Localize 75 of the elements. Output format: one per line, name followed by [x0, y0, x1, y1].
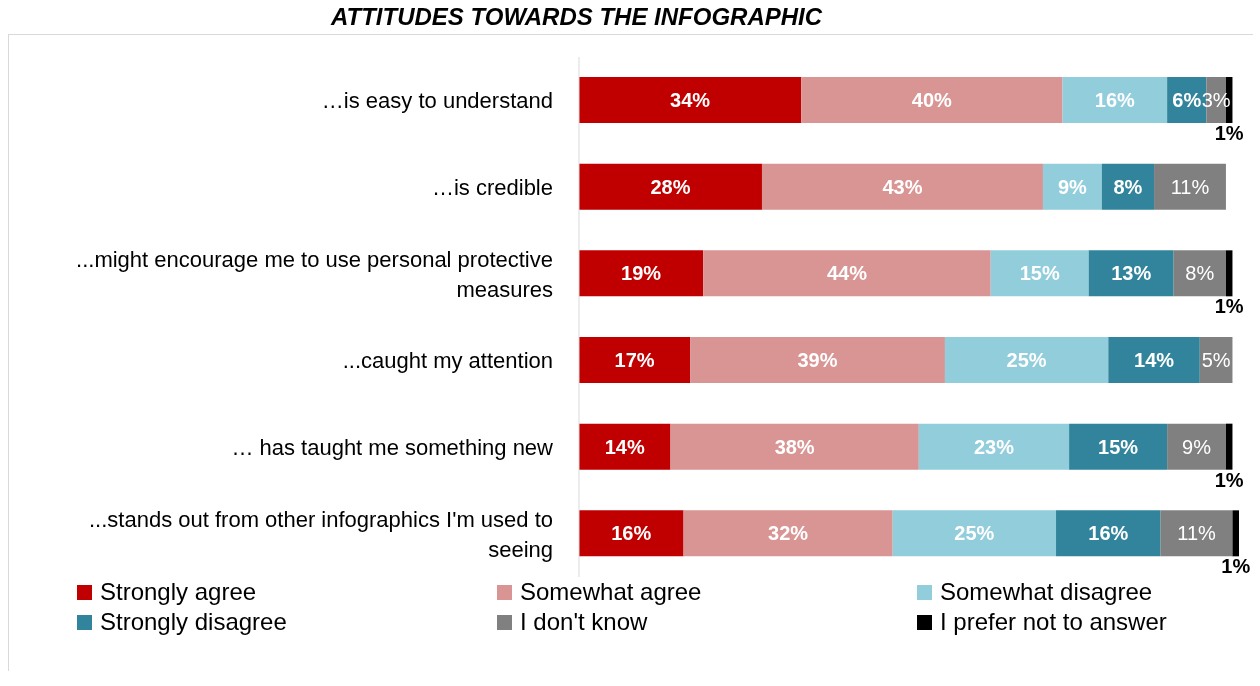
bar [579, 423, 671, 470]
data-label: 23% [973, 435, 1015, 458]
data-label: 32% [768, 522, 809, 545]
chart-title: ATTITUDES TOWARDS THE INFOGRAPHIC [331, 2, 823, 32]
data-label: 34% [670, 89, 711, 111]
bar [579, 510, 684, 557]
data-label: 1% [1221, 555, 1251, 578]
data-label: 44% [826, 262, 868, 285]
legend-label: Somewhat disagree [940, 577, 1153, 607]
bar [690, 337, 945, 383]
bar [1069, 423, 1168, 470]
y-tick-label: ...stands out from other infographics I'm used to seeing [89, 506, 553, 562]
data-label: 14% [1134, 349, 1175, 371]
y-tick-label: ...caught my attention [342, 347, 553, 373]
bar [579, 250, 704, 297]
data-label: 14% [604, 435, 645, 458]
data-label: 25% [1006, 349, 1047, 371]
data-label: 16% [1088, 522, 1129, 545]
data-label: 40% [911, 89, 953, 111]
legend-label: Strongly disagree [100, 607, 287, 637]
y-tick-label: ...might encourage me to use personal protective measures [76, 246, 553, 302]
bar [683, 510, 893, 557]
bar [1154, 163, 1226, 210]
bar [1225, 250, 1233, 297]
bar [579, 163, 762, 210]
legend-label: I prefer not to answer [940, 607, 1167, 637]
data-label: 38% [774, 435, 815, 458]
bar [579, 77, 802, 123]
data-label: 15% [1098, 435, 1139, 458]
bar [1062, 77, 1168, 123]
data-label: 28% [650, 175, 691, 198]
bar [892, 510, 1057, 557]
bar [1108, 337, 1200, 383]
data-label: 25% [954, 522, 995, 545]
data-label: 6% [1172, 89, 1202, 111]
bar [944, 337, 1109, 383]
data-label: 9% [1057, 175, 1088, 198]
bar [1173, 250, 1226, 297]
legend-label: Somewhat agree [520, 577, 702, 607]
y-tick-label: … has taught me something new [231, 434, 554, 460]
data-label: 39% [797, 349, 838, 371]
bar [1160, 510, 1233, 557]
bar [761, 163, 1043, 210]
legend-label: I don't know [520, 607, 648, 637]
y-tick-label: …is easy to understand [321, 87, 553, 113]
data-label: 13% [1111, 262, 1152, 285]
data-label: 1% [1214, 295, 1244, 318]
bar [801, 77, 1063, 123]
data-label: 11% [1177, 522, 1217, 545]
data-label: 8% [1113, 175, 1143, 198]
data-label: 15% [1019, 262, 1060, 285]
bar [1088, 250, 1174, 297]
bar [579, 337, 691, 383]
data-label: 16% [1094, 89, 1136, 111]
data-label: 1% [1214, 468, 1244, 491]
y-tick-label: …is credible [431, 174, 553, 200]
data-label: 5% [1201, 349, 1231, 371]
bar [703, 250, 991, 297]
bar [1232, 510, 1239, 557]
data-label: 43% [882, 175, 923, 198]
data-label: 16% [611, 522, 652, 545]
bar [990, 250, 1089, 297]
data-label: 1% [1214, 122, 1244, 144]
bar [1225, 423, 1233, 470]
data-label: 9% [1182, 435, 1212, 458]
data-label: 11% [1170, 175, 1210, 198]
data-label: 17% [614, 349, 655, 371]
bar [1042, 163, 1102, 210]
legend-label: Strongly agree [100, 577, 257, 607]
bar [670, 423, 919, 470]
data-label: 19% [621, 262, 662, 285]
bar [1167, 423, 1226, 470]
bar [1056, 510, 1161, 557]
data-label: 8% [1185, 262, 1215, 285]
bar [918, 423, 1070, 470]
